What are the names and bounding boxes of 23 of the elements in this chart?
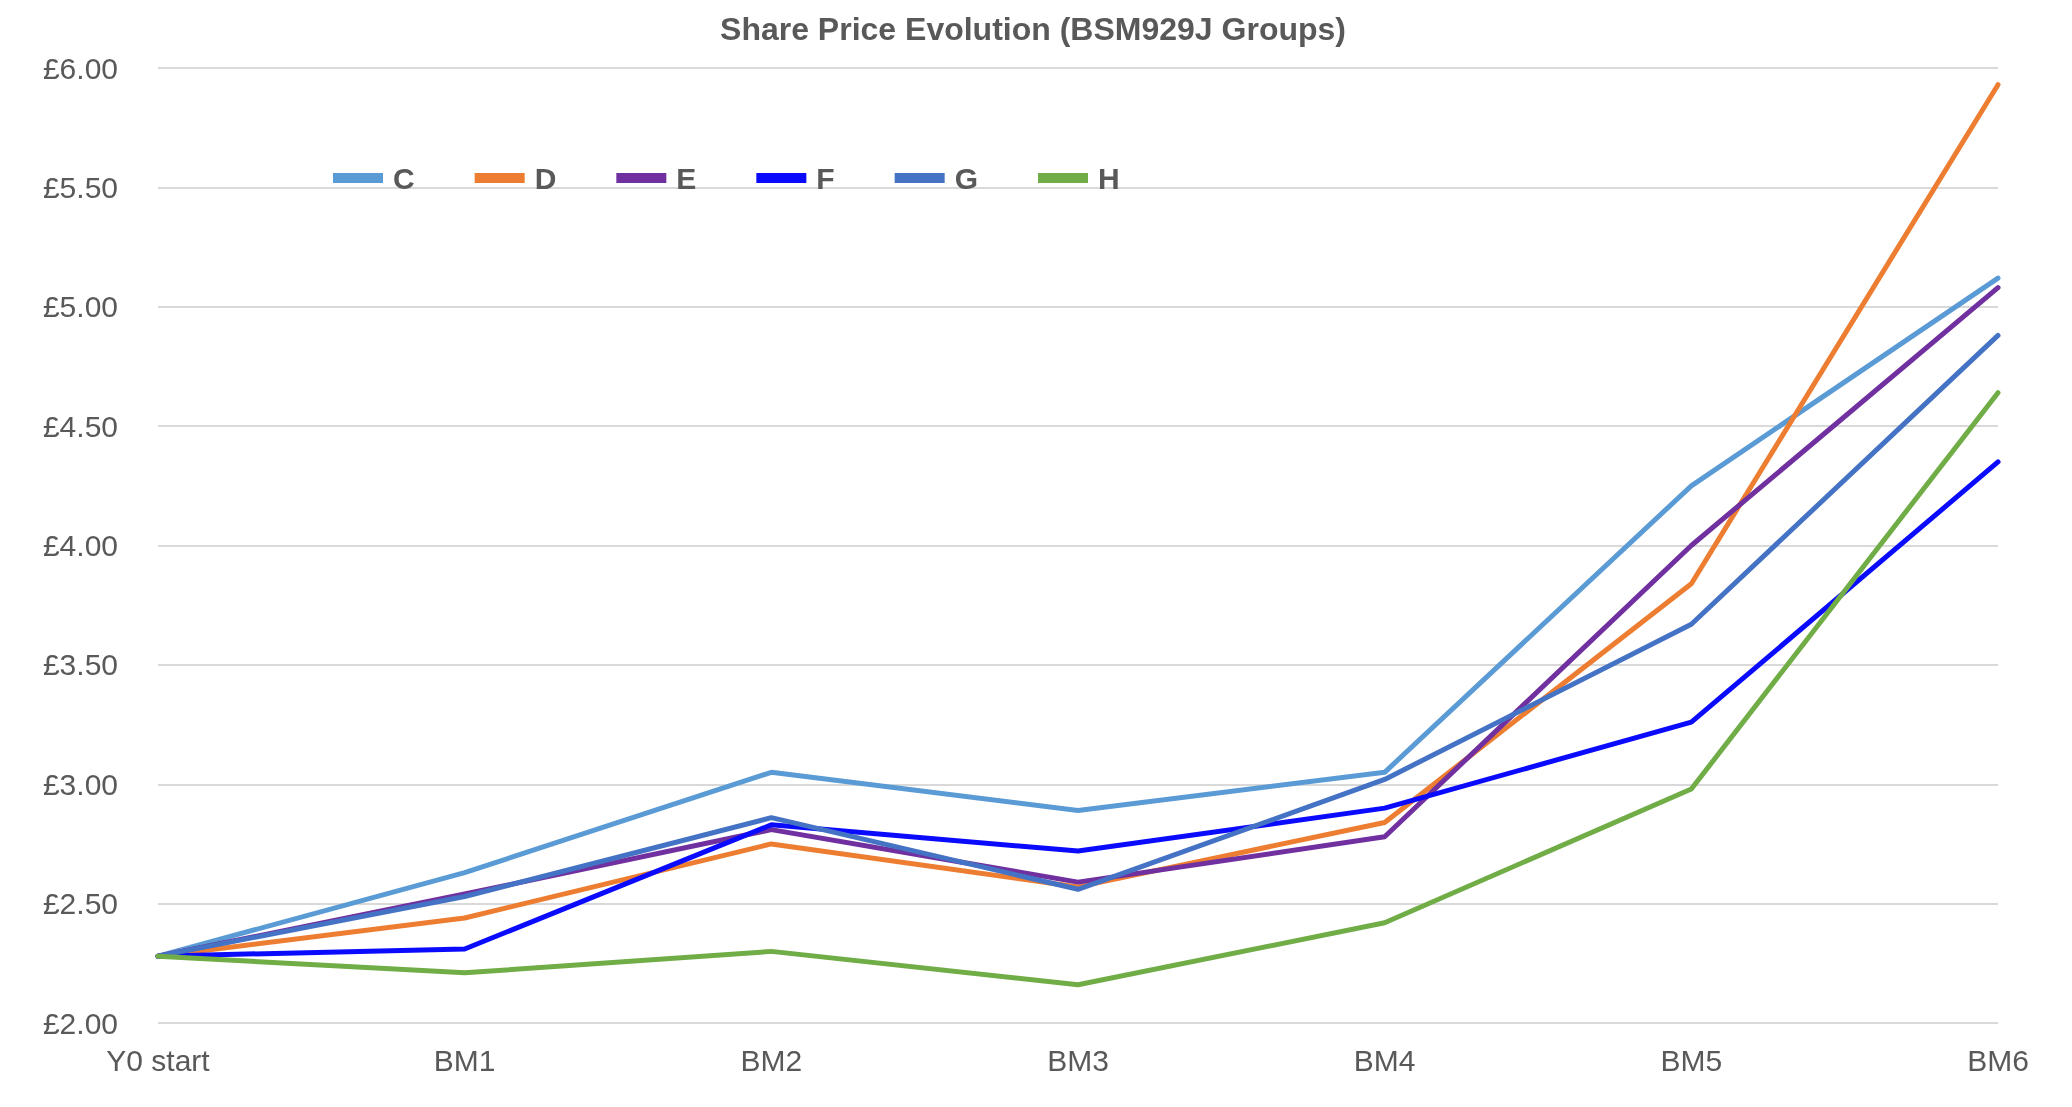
legend-label: C [393, 161, 415, 195]
y-tick-label: £3.00 [42, 767, 118, 801]
y-tick-label: £5.50 [42, 170, 118, 204]
legend-label: G [954, 161, 979, 195]
x-tick-label: BM1 [433, 1043, 496, 1077]
y-tick-label: £6.00 [42, 51, 118, 85]
x-tick-label: BM6 [1967, 1043, 2029, 1077]
y-tick-label: £2.00 [42, 1006, 118, 1040]
y-tick-label: £2.50 [42, 887, 118, 921]
legend-label: H [1098, 161, 1120, 195]
y-tick-label: £4.00 [42, 529, 118, 562]
legend-label: E [676, 161, 697, 195]
legend-label: D [534, 161, 557, 195]
y-tick-label: £3.50 [42, 648, 118, 682]
x-tick-label: BM2 [740, 1043, 803, 1077]
y-tick-label: £5.00 [42, 290, 118, 324]
legend-label: F [816, 161, 835, 195]
y-tick-label: £4.50 [42, 409, 118, 443]
x-tick-label: BM5 [1660, 1043, 1723, 1077]
x-tick-label: BM4 [1353, 1043, 1416, 1077]
chart-title: Share Price Evolution (BSM929J Groups) [720, 11, 1346, 47]
x-tick-label: Y0 start [106, 1043, 211, 1077]
x-tick-label: BM3 [1047, 1043, 1109, 1077]
